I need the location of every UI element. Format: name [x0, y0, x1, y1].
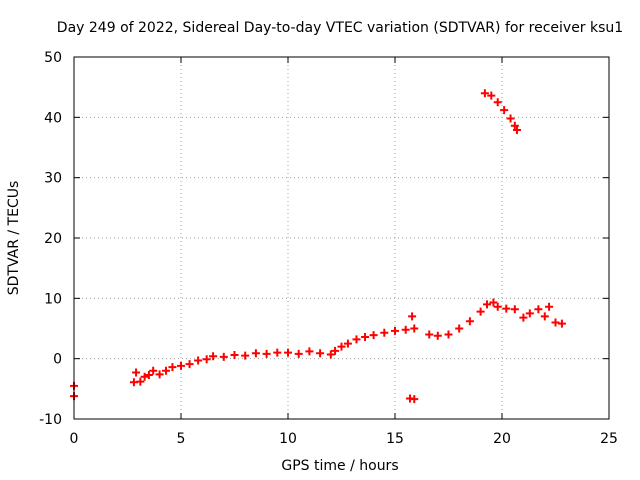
- data-point: [251, 349, 260, 358]
- data-point: [489, 298, 498, 307]
- x-tick-label: 10: [279, 431, 297, 447]
- data-point: [241, 351, 250, 360]
- data-point: [483, 300, 492, 309]
- data-point: [500, 106, 509, 115]
- data-point: [219, 352, 228, 361]
- axis-tick-labels: 0 5 10 15 20 25 -10 0 10 20 30 40 50: [39, 50, 618, 447]
- y-tick-label: 30: [44, 171, 62, 187]
- data-point: [480, 89, 489, 98]
- data-point: [273, 348, 282, 357]
- x-tick-label: 25: [600, 431, 618, 447]
- data-point: [194, 356, 203, 365]
- data-series-sdtvar: [70, 89, 566, 404]
- data-point: [337, 342, 346, 351]
- data-point: [209, 352, 218, 361]
- data-point: [401, 325, 410, 334]
- data-point: [493, 98, 502, 107]
- x-tick-label: 0: [70, 431, 79, 447]
- data-point: [410, 395, 419, 404]
- data-point: [444, 330, 453, 339]
- y-tick-label: 40: [44, 110, 62, 126]
- data-point: [545, 302, 554, 311]
- data-point: [493, 302, 502, 311]
- data-point: [502, 304, 511, 313]
- data-point: [326, 350, 335, 359]
- data-point: [465, 317, 474, 326]
- data-point: [510, 305, 519, 314]
- data-point: [331, 346, 340, 355]
- data-point: [391, 326, 399, 335]
- data-point: [343, 339, 352, 348]
- data-point: [425, 330, 434, 339]
- data-point: [557, 319, 566, 328]
- y-tick-label: 50: [44, 50, 62, 66]
- data-point: [202, 355, 211, 364]
- data-point: [294, 349, 303, 358]
- data-point: [144, 370, 153, 379]
- data-point: [487, 91, 496, 100]
- data-point: [262, 349, 271, 358]
- data-point: [380, 328, 389, 337]
- data-point: [168, 363, 177, 372]
- data-point: [177, 361, 185, 370]
- plot-frame: [73, 56, 610, 420]
- data-point: [534, 305, 543, 314]
- data-point: [369, 331, 378, 340]
- data-point: [519, 313, 528, 322]
- data-point: [305, 347, 314, 356]
- grid-lines: [74, 57, 609, 419]
- data-point: [455, 324, 464, 333]
- data-point: [410, 324, 419, 333]
- data-point: [551, 318, 560, 327]
- x-tick-label: 15: [386, 431, 404, 447]
- data-point: [185, 360, 194, 369]
- x-axis-label: GPS time / hours: [281, 458, 398, 474]
- x-tick-label: 5: [177, 431, 186, 447]
- data-point: [136, 377, 145, 386]
- data-point: [540, 312, 549, 321]
- y-tick-label: 0: [53, 352, 62, 368]
- data-point: [316, 349, 325, 358]
- data-point: [149, 366, 158, 375]
- data-point: [525, 309, 534, 318]
- data-point: [512, 126, 521, 135]
- chart-title: Day 249 of 2022, Sidereal Day-to-day VTE…: [57, 20, 623, 36]
- data-point: [352, 335, 361, 344]
- data-point: [408, 312, 417, 321]
- data-point: [162, 366, 171, 375]
- data-point: [361, 332, 370, 341]
- data-point: [155, 370, 164, 379]
- y-tick-label: -10: [39, 412, 62, 428]
- data-point: [140, 372, 149, 381]
- data-point: [510, 121, 519, 130]
- data-point: [284, 348, 292, 357]
- data-point: [230, 351, 239, 360]
- data-point: [433, 331, 442, 340]
- data-point: [506, 114, 515, 123]
- y-tick-label: 20: [44, 231, 62, 247]
- data-point: [476, 307, 485, 316]
- data-point: [132, 368, 141, 377]
- y-axis-label: SDTVAR / TECUs: [6, 181, 22, 296]
- y-tick-label: 10: [44, 291, 62, 307]
- x-tick-label: 20: [493, 431, 511, 447]
